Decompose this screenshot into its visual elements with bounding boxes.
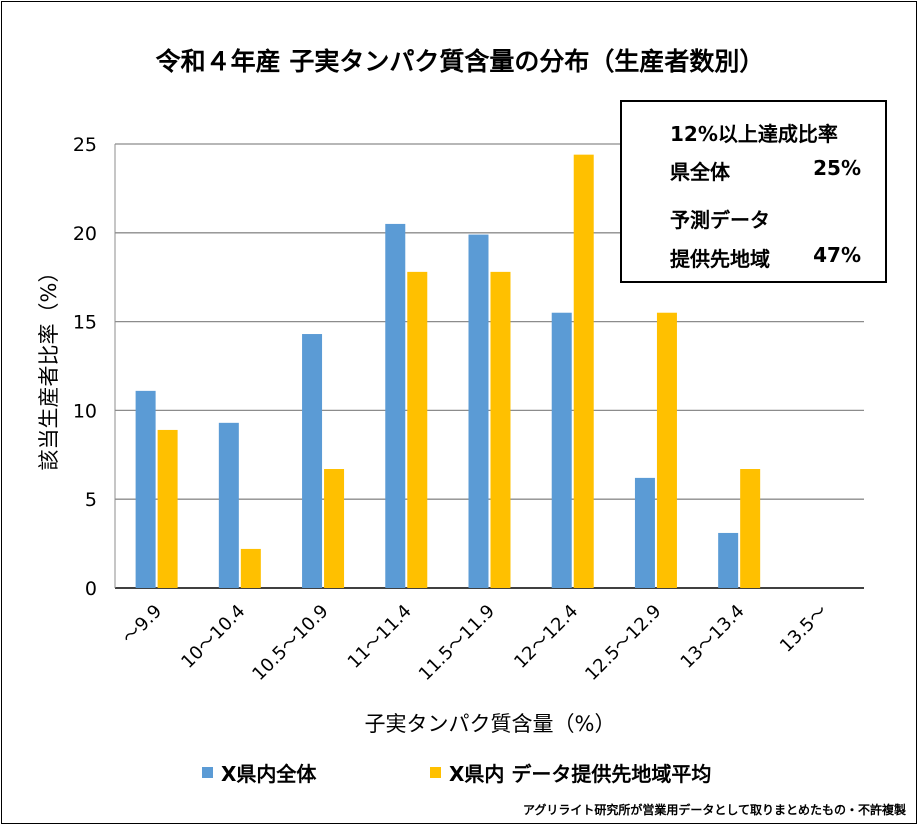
legend-item-region: X県内 データ提供先地域平均 — [430, 758, 711, 787]
bar-all-5 — [551, 312, 572, 588]
bar-region-2 — [324, 469, 345, 588]
x-tick-label: 13～13.4 — [677, 601, 749, 673]
credit-note: アグリライト研究所が営業用データとして取りまとめたもの・不許複製 — [522, 803, 906, 817]
chart-title: 令和４年産 子実タンパク質含量の分布（生産者数別） — [155, 47, 765, 76]
legend-label-region: X県内 データ提供先地域平均 — [449, 762, 712, 786]
bar-region-0 — [157, 429, 178, 588]
bar-region-4 — [490, 271, 511, 588]
bar-region-7 — [740, 469, 761, 588]
annotation-row1-value: 25% — [813, 156, 861, 180]
x-tick-label: 13.5～ — [776, 601, 832, 657]
annotation-row1-label: 県全体 — [670, 160, 730, 184]
bar-region-6 — [656, 312, 677, 588]
annotation-box: 12%以上達成比率 県全体 25% 予測データ 提供先地域 47% — [620, 100, 887, 283]
y-tick-label: 10 — [73, 400, 97, 422]
annotation-row2-label1: 予測データ — [670, 208, 770, 232]
annotation-row2-value: 47% — [813, 243, 861, 267]
legend-item-all: X県内全体 — [202, 758, 316, 787]
annotation-row-2: 提供先地域 47% — [670, 243, 861, 272]
bar-region-3 — [407, 271, 428, 588]
legend-swatch-blue — [202, 767, 213, 778]
y-tick-label: 5 — [85, 489, 97, 511]
bar-all-6 — [634, 477, 655, 588]
bar-all-7 — [718, 532, 739, 588]
bar-all-4 — [468, 234, 489, 589]
y-tick-label: 20 — [73, 223, 97, 245]
bar-region-1 — [240, 548, 261, 588]
x-tick-label: 12.5～12.9 — [581, 601, 665, 685]
bar-all-3 — [385, 223, 406, 589]
x-tick-label: 12～12.4 — [510, 601, 582, 673]
bar-region-5 — [573, 154, 594, 588]
annotation-row-1: 県全体 25% — [670, 156, 861, 185]
x-tick-label: 10.5～10.9 — [248, 601, 332, 685]
bar-all-0 — [135, 390, 156, 588]
y-tick-label: 0 — [85, 578, 97, 600]
annotation-heading: 12%以上達成比率 — [670, 122, 838, 146]
x-tick-label: 11～11.4 — [344, 601, 416, 673]
x-tick-label: 10～10.4 — [177, 601, 249, 673]
annotation-row2-label2: 提供先地域 — [670, 247, 770, 271]
y-tick-label: 15 — [73, 312, 97, 334]
legend-swatch-orange — [430, 767, 441, 778]
bar-all-1 — [218, 422, 239, 588]
bar-all-2 — [302, 334, 323, 588]
y-axis-title: 該当生産者比率（%） — [37, 261, 61, 471]
y-tick-label: 25 — [73, 134, 97, 156]
x-tick-label: 11.5～11.9 — [415, 601, 499, 685]
x-tick-label: ～9.9 — [118, 601, 166, 649]
x-axis-title: 子実タンパク質含量（%） — [364, 712, 616, 736]
legend-label-all: X県内全体 — [221, 762, 317, 786]
